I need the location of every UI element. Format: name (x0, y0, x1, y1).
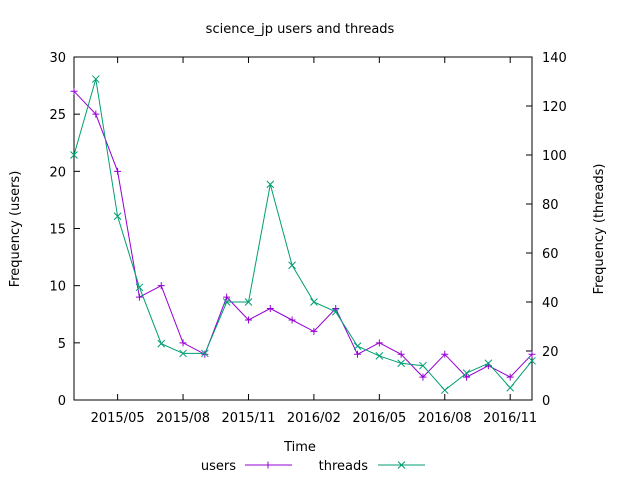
series-line-users (73, 90, 533, 378)
data-point-users (332, 305, 340, 313)
y-left-tick-label: 30 (49, 51, 66, 66)
y-right-tick-label: 100 (542, 149, 567, 164)
data-point-threads (266, 180, 275, 189)
data-point-threads (528, 356, 536, 365)
y-right-tick-label: 120 (542, 100, 567, 115)
y-left-tick-label: 15 (49, 223, 66, 238)
legend-marker-threads (397, 461, 406, 469)
y-right-tick-label: 20 (542, 345, 559, 360)
data-point-threads (484, 359, 493, 368)
data-point-users (375, 339, 383, 347)
data-point-users (70, 87, 78, 95)
legend-label-users: users (201, 459, 236, 474)
data-point-users (201, 350, 209, 358)
data-point-users (354, 350, 362, 358)
data-point-users (310, 327, 318, 335)
data-point-threads (375, 352, 384, 360)
y-right-tick-label: 80 (542, 198, 559, 213)
y-left-tick-label: 25 (49, 108, 66, 123)
y-left-tick-label: 5 (58, 337, 66, 352)
x-tick-label: 2016/05 (352, 411, 406, 426)
data-point-threads (222, 298, 231, 306)
y-right-tick-label: 60 (542, 247, 559, 262)
data-point-threads (244, 298, 253, 306)
series-layer (70, 75, 536, 395)
data-point-users (92, 110, 100, 118)
data-point-users (135, 293, 143, 301)
y-axis-right: 0 20 40 60 80 100 120 140 (526, 51, 567, 409)
data-point-threads (353, 342, 362, 350)
x-tick-label: 2015/05 (91, 411, 145, 426)
data-point-threads (113, 212, 122, 221)
y-left-tick-label: 20 (49, 165, 66, 180)
data-point-users (266, 305, 274, 313)
y-right-tick-label: 140 (542, 51, 567, 66)
data-point-threads (397, 359, 405, 368)
data-point-users (528, 350, 536, 358)
data-point-users (179, 339, 187, 347)
x-tick-label: 2016/11 (483, 411, 537, 426)
data-point-threads (440, 386, 449, 395)
data-point-users (223, 293, 231, 301)
y-axis-left: 0 5 10 15 20 25 30 (49, 51, 80, 409)
data-point-users (397, 350, 405, 358)
data-point-threads (201, 349, 209, 358)
x-tick-label: 2016/02 (287, 411, 341, 426)
x-axis-label: Time (283, 440, 316, 455)
data-point-users (244, 316, 252, 324)
legend-marker-users (264, 461, 272, 469)
data-point-threads (91, 75, 100, 83)
legend: users threads (201, 459, 425, 474)
y-left-tick-label: 10 (49, 280, 66, 295)
data-point-threads (331, 307, 340, 316)
data-point-threads (70, 151, 78, 159)
legend-label-threads: threads (319, 459, 369, 474)
data-point-users (157, 282, 165, 290)
y-right-tick-label: 40 (542, 296, 559, 311)
y-axis-label-right: Frequency (threads) (592, 164, 607, 295)
data-point-threads (462, 369, 471, 377)
data-point-users (288, 316, 296, 324)
data-point-threads (179, 349, 187, 358)
y-axis-label-left: Frequency (users) (8, 171, 23, 288)
data-point-users (441, 350, 449, 358)
data-point-users (419, 373, 427, 381)
x-tick-label: 2016/08 (418, 411, 472, 426)
data-point-threads (419, 361, 427, 370)
x-tick-label: 2015/11 (221, 411, 275, 426)
data-point-threads (288, 261, 296, 270)
data-point-threads (135, 283, 144, 292)
x-axis: 2015/05 2015/08 2015/11 2016/02 2016/05 2016/… (91, 57, 537, 426)
data-point-threads (506, 383, 515, 392)
data-point-users (463, 373, 471, 381)
data-point-users (114, 167, 122, 175)
data-point-threads (157, 339, 166, 348)
data-point-users (506, 373, 514, 381)
x-tick-label: 2015/08 (156, 411, 210, 426)
y-left-tick-label: 0 (58, 394, 66, 409)
data-point-threads (310, 298, 318, 306)
plot-frame (73, 56, 533, 401)
y-right-tick-label: 0 (542, 394, 550, 409)
chart-title: science_jp users and threads (206, 22, 395, 37)
series-line-threads (73, 78, 533, 391)
